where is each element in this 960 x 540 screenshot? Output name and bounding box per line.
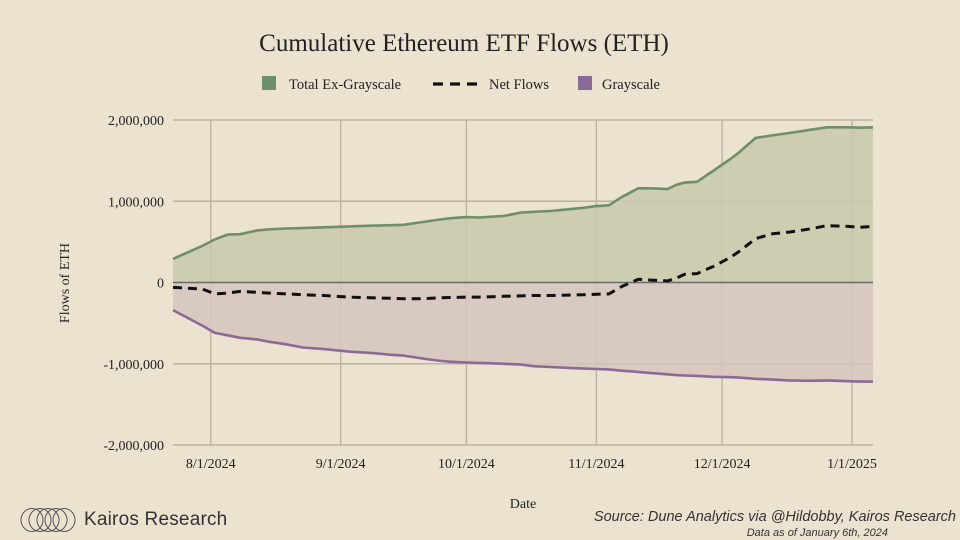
legend-label-total-ex-grayscale: Total Ex-Grayscale — [289, 77, 401, 93]
kairos-rings-icon — [20, 508, 76, 532]
brand: Kairos Research — [20, 507, 227, 533]
x-tick-label: 1/1/2025 — [827, 457, 877, 472]
x-tick-label: 9/1/2024 — [316, 457, 366, 472]
legend-label-grayscale: Grayscale — [602, 77, 660, 93]
y-tick-label: -1,000,000 — [103, 358, 164, 373]
series-line-grayscale — [172, 308, 873, 383]
y-tick-label: -2,000,000 — [103, 439, 164, 454]
x-tick-label: 12/1/2024 — [694, 457, 751, 472]
x-tick-label: 11/1/2024 — [568, 457, 624, 472]
chart-title: Cumulative Ethereum ETF Flows (ETH) — [259, 30, 669, 57]
y-axis-title: Flows of ETH — [58, 243, 73, 323]
plot-area: 2,000,000 1,000,000 0 -1,000,000 -2,000,000 8… — [103, 114, 877, 472]
legend-item-grayscale: Grayscale — [578, 76, 660, 93]
area-grayscale — [173, 282, 873, 382]
x-axis-title: Date — [510, 497, 536, 512]
legend-swatch-grayscale — [578, 76, 592, 90]
y-tick-label: 2,000,000 — [108, 114, 164, 129]
series-line-net-flows — [172, 224, 874, 301]
source-note: Source: Dune Analytics via @Hildobby, Ka… — [593, 509, 956, 525]
legend-swatch-total-ex-grayscale — [262, 76, 276, 90]
legend: Total Ex-Grayscale Net Flows Grayscale — [262, 76, 660, 93]
series-line-total-ex-grayscale — [172, 126, 874, 261]
x-tick-label: 8/1/2024 — [186, 457, 236, 472]
legend-label-net-flows: Net Flows — [489, 77, 549, 93]
x-tick-label: 10/1/2024 — [438, 457, 495, 472]
y-tick-label: 0 — [157, 277, 164, 292]
legend-item-total-ex-grayscale: Total Ex-Grayscale — [262, 76, 401, 93]
brand-name: Kairos Research — [84, 509, 228, 530]
y-tick-label: 1,000,000 — [108, 195, 164, 210]
area-total-ex-grayscale — [173, 127, 873, 283]
legend-item-net-flows: Net Flows — [433, 77, 549, 93]
as-of-note: Data as of January 6th, 2024 — [746, 527, 888, 539]
